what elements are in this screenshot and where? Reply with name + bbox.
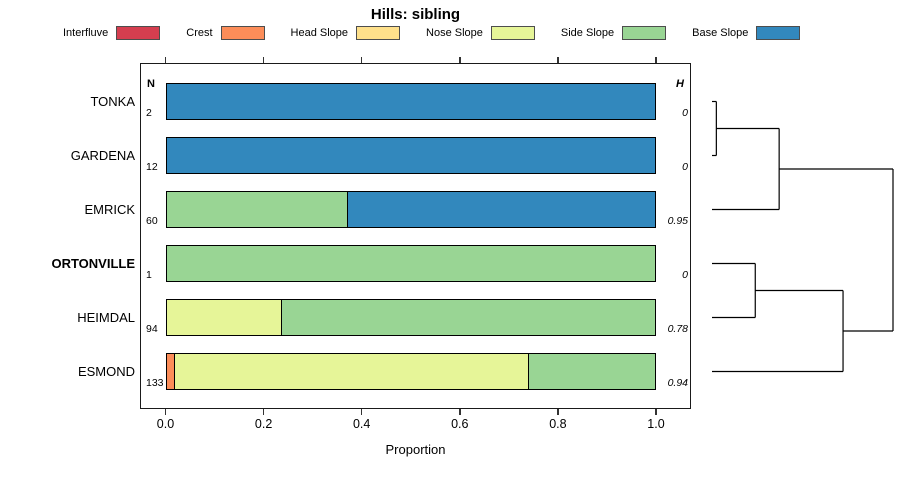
bar-segment bbox=[166, 192, 348, 227]
stacked-bar bbox=[165, 137, 656, 174]
n-column-header: N bbox=[147, 78, 155, 90]
row-label: HEIMDAL bbox=[77, 310, 135, 325]
legend-label: Side Slope bbox=[560, 27, 615, 39]
row-n-value: 12 bbox=[146, 161, 158, 173]
row-n-value: 133 bbox=[146, 377, 164, 389]
legend-swatch bbox=[756, 26, 801, 40]
top-tick bbox=[262, 57, 265, 63]
h-column-header: H bbox=[676, 78, 684, 90]
row-h-value: 0 bbox=[682, 161, 688, 173]
row-h-value: 0 bbox=[682, 269, 688, 281]
row-h-value: 0.95 bbox=[667, 215, 688, 227]
row-n-value: 60 bbox=[146, 215, 158, 227]
top-tick bbox=[655, 57, 657, 63]
legend-item: Side Slope bbox=[560, 26, 667, 40]
bottom-tick bbox=[459, 408, 461, 415]
legend-item: Base Slope bbox=[692, 26, 801, 40]
row-h-value: 0.78 bbox=[667, 323, 688, 335]
legend-label: Crest bbox=[186, 27, 213, 39]
legend-swatch bbox=[490, 26, 535, 40]
bottom-tick bbox=[655, 408, 657, 415]
x-axis-label: Proportion bbox=[385, 442, 446, 457]
bar-segment bbox=[166, 84, 655, 119]
tick-label: 1.0 bbox=[647, 417, 665, 431]
tick-label: 0.4 bbox=[352, 417, 371, 431]
legend-swatch bbox=[220, 26, 265, 40]
stacked-bar bbox=[165, 191, 656, 228]
legend-item: Nose Slope bbox=[426, 26, 535, 40]
stacked-bar bbox=[165, 245, 656, 282]
bottom-tick bbox=[557, 408, 559, 415]
top-tick bbox=[459, 57, 461, 63]
row-label: TONKA bbox=[90, 94, 135, 109]
legend-item: Head Slope bbox=[291, 26, 401, 40]
bottom-tick bbox=[262, 408, 265, 415]
stacked-bar bbox=[165, 353, 656, 390]
chart-title: Hills: sibling bbox=[370, 6, 461, 23]
row-label: ESMOND bbox=[77, 364, 135, 379]
top-tick bbox=[557, 57, 559, 63]
bar-segment bbox=[527, 354, 655, 389]
legend-swatch bbox=[356, 26, 401, 40]
stacked-bar bbox=[165, 299, 656, 336]
bar-segment bbox=[173, 354, 528, 389]
plot-area bbox=[140, 63, 691, 409]
legend: Interfluve Crest Head Slope Nose Slope Side … bbox=[63, 26, 801, 40]
stacked-bar bbox=[165, 83, 656, 120]
row-n-value: 2 bbox=[146, 107, 152, 119]
bottom-tick bbox=[360, 408, 363, 415]
tick-label: 0.8 bbox=[549, 417, 567, 431]
legend-item: Interfluve bbox=[63, 26, 161, 40]
bar-segment bbox=[166, 300, 282, 335]
row-h-value: 0.94 bbox=[667, 377, 688, 389]
row-n-value: 1 bbox=[146, 269, 152, 281]
row-label: EMRICK bbox=[84, 202, 135, 217]
bar-segment bbox=[166, 354, 174, 389]
row-h-value: 0 bbox=[682, 107, 688, 119]
legend-label: Nose Slope bbox=[426, 27, 483, 39]
legend-item: Crest bbox=[186, 26, 265, 40]
top-tick bbox=[360, 57, 363, 63]
bar-segment bbox=[347, 192, 655, 227]
tick-label: 0.2 bbox=[254, 417, 273, 431]
bar-segment bbox=[166, 138, 655, 173]
legend-swatch bbox=[622, 26, 667, 40]
row-label: GARDENA bbox=[70, 148, 135, 163]
tick-label: 0.0 bbox=[156, 417, 175, 431]
tick-label: 0.6 bbox=[451, 417, 469, 431]
legend-swatch bbox=[116, 26, 161, 40]
row-n-value: 94 bbox=[146, 323, 158, 335]
legend-label: Head Slope bbox=[290, 27, 349, 39]
top-tick bbox=[164, 57, 167, 63]
bottom-tick bbox=[164, 408, 167, 415]
legend-label: Interfluve bbox=[63, 27, 109, 39]
legend-label: Base Slope bbox=[692, 27, 749, 39]
bar-segment bbox=[166, 246, 655, 281]
bar-segment bbox=[281, 300, 655, 335]
row-label: ORTONVILLE bbox=[51, 256, 135, 271]
